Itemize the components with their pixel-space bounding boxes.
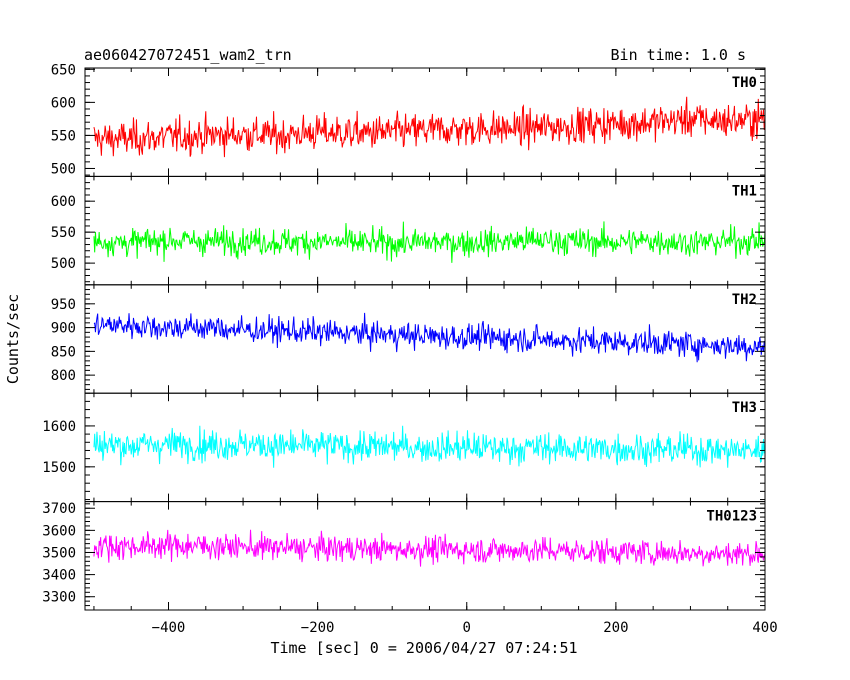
y-tick-label: 1500	[42, 460, 76, 476]
y-tick-label: 3600	[42, 523, 76, 539]
y-tick-label: 900	[51, 321, 76, 337]
y-tick-label: 550	[51, 128, 76, 144]
y-tick-label: 600	[51, 194, 76, 210]
x-tick-label: 400	[752, 620, 777, 636]
y-tick-label: 650	[51, 62, 76, 78]
y-tick-label: 600	[51, 95, 76, 111]
y-tick-label: 500	[51, 256, 76, 272]
panel-th0: 500 550 600 650 TH0	[51, 62, 766, 177]
panel-label-th2: TH2	[732, 292, 757, 308]
bin-time-label: Bin time: 1.0 s	[611, 46, 746, 64]
y-tick-label: 800	[51, 368, 76, 384]
y-tick-label: 3400	[42, 568, 76, 584]
panel-label-th1: TH1	[732, 183, 757, 199]
x-axis: −400 −200 0 200 400	[152, 620, 778, 636]
panel-th0123: 3300 3400 3500 3600 3700 TH0123	[42, 501, 766, 611]
x-tick-label: −200	[301, 620, 335, 636]
panel-label-th0: TH0	[732, 75, 757, 91]
x-tick-label: 0	[463, 620, 471, 636]
y-axis-label: Counts/sec	[4, 294, 22, 384]
panel-label-th3: TH3	[732, 400, 757, 416]
y-tick-label: 3500	[42, 545, 76, 561]
series-line-th0	[93, 96, 765, 158]
panel-frame	[84, 284, 766, 394]
panel-frame	[84, 501, 766, 611]
y-tick-label: 850	[51, 344, 76, 360]
y-tick-label: 500	[51, 161, 76, 177]
panel-frame	[84, 175, 766, 286]
x-axis-label: Time [sec] 0 = 2006/04/27 07:24:51	[270, 639, 577, 657]
series-line-th1	[93, 221, 765, 263]
x-tick-label: 200	[603, 620, 628, 636]
y-tick-label: 3700	[42, 501, 76, 517]
panel-th3: 1500 1600 TH3	[42, 392, 766, 503]
panel-label-th0123: TH0123	[706, 509, 757, 525]
chart-title: ae060427072451_wam2_trn	[84, 46, 292, 64]
panels-layer: 500 550 600 650 TH0 500 550 600 TH1 800 850 900 950 T…	[42, 62, 766, 611]
y-tick-label: 550	[51, 225, 76, 241]
y-tick-label: 3300	[42, 590, 76, 606]
series-line-th2	[93, 312, 765, 363]
x-tick-label: −400	[152, 620, 186, 636]
series-line-th3	[93, 425, 765, 468]
series-line-th0123	[93, 529, 765, 567]
panel-th1: 500 550 600 TH1	[51, 175, 766, 286]
panel-th2: 800 850 900 950 TH2	[51, 284, 766, 394]
y-tick-label: 950	[51, 297, 76, 313]
y-tick-label: 1600	[42, 419, 76, 435]
